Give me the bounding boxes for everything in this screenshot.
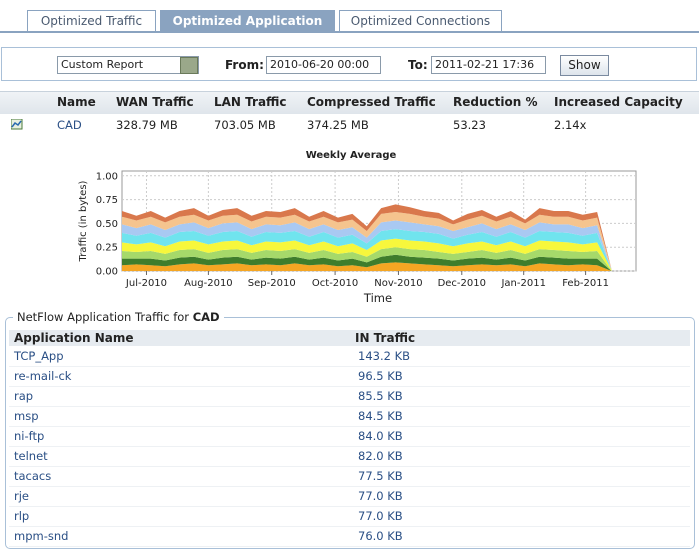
area <box>122 262 612 271</box>
summary-header-bg <box>0 91 699 114</box>
row-separator <box>9 446 690 447</box>
in-traffic: 82.0 KB <box>358 449 403 463</box>
x-tick-label: Nov-2010 <box>374 278 422 289</box>
summary-cell: 374.25 MB <box>307 118 369 132</box>
chart-title: Weekly Average <box>306 150 397 161</box>
app-name[interactable]: rje <box>14 489 29 503</box>
app-name[interactable]: telnet <box>14 449 48 463</box>
tab[interactable]: Optimized Application <box>160 10 335 31</box>
netflow-legend: NetFlow Application Traffic for CAD <box>13 310 224 324</box>
row-separator <box>9 406 690 407</box>
app-name[interactable]: rap <box>14 389 34 403</box>
row-separator <box>9 466 690 467</box>
y-tick-label: 0.75 <box>96 195 118 206</box>
app-name[interactable]: ni-ftp <box>14 429 45 443</box>
x-tick-label: Jul-2010 <box>125 278 167 289</box>
in-traffic: 76.0 KB <box>358 529 403 543</box>
tab[interactable]: Optimized Traffic <box>27 10 156 31</box>
in-traffic: 96.5 KB <box>358 369 403 383</box>
area <box>122 247 612 271</box>
column-header: Application Name <box>14 331 134 345</box>
row-separator <box>9 526 690 527</box>
netflow-frame <box>5 317 695 549</box>
row-separator <box>9 366 690 367</box>
row-separator <box>9 546 690 547</box>
to-label: To: <box>408 58 428 72</box>
row-separator <box>9 486 690 487</box>
in-traffic: 85.5 KB <box>358 389 403 403</box>
row-separator <box>9 426 690 427</box>
x-tick-label: Sep-2010 <box>248 278 296 289</box>
legend-prefix: NetFlow Application Traffic for <box>17 310 190 324</box>
in-traffic: 84.5 KB <box>358 409 403 423</box>
area <box>122 254 612 271</box>
in-traffic: 77.0 KB <box>358 489 403 503</box>
x-tick-label: Jan-2011 <box>500 278 545 289</box>
netflow-header-bg <box>9 330 690 346</box>
column-header: Reduction % <box>453 95 538 109</box>
summary-cell: 703.05 MB <box>214 118 276 132</box>
select-arrow <box>180 57 198 74</box>
area <box>122 238 612 271</box>
in-traffic: 77.5 KB <box>358 469 403 483</box>
y-tick-label: 1.00 <box>96 171 118 182</box>
app-name[interactable]: rlp <box>14 509 30 523</box>
to-input[interactable]: 2011-02-21 17:36 <box>431 56 546 74</box>
x-axis-label: Time <box>363 291 392 305</box>
column-header: IN Traffic <box>355 331 416 345</box>
x-tick-label: Aug-2010 <box>184 278 233 289</box>
area <box>122 211 612 271</box>
y-tick-label: 0.50 <box>96 219 118 230</box>
chart: Weekly Average Time Traffic (in bytes) 0.00… <box>78 150 637 305</box>
y-tick-label: 0.25 <box>96 243 118 254</box>
column-header: WAN Traffic <box>116 95 194 109</box>
y-tick-label: 0.00 <box>96 267 118 278</box>
area <box>122 229 612 271</box>
app-name[interactable]: re-mail-ck <box>14 369 72 383</box>
in-traffic: 84.0 KB <box>358 429 403 443</box>
column-header: Increased Capacity <box>554 95 683 109</box>
app-name[interactable]: msp <box>14 409 39 423</box>
from-label: From: <box>225 58 264 72</box>
in-traffic: 77.0 KB <box>358 509 403 523</box>
row-separator <box>9 506 690 507</box>
column-header: Name <box>57 95 96 109</box>
show-button[interactable]: Show <box>560 55 609 76</box>
in-traffic: 143.2 KB <box>358 349 411 363</box>
column-header: Compressed Traffic <box>307 95 436 109</box>
tab-underline <box>0 31 699 33</box>
column-header: LAN Traffic <box>214 95 287 109</box>
app-name[interactable]: TCP_App <box>14 349 64 363</box>
summary-cell: 328.79 MB <box>116 118 178 132</box>
from-input[interactable]: 2010-06-20 00:00 <box>266 56 381 74</box>
tab[interactable]: Optimized Connections <box>339 10 502 31</box>
chart-icon <box>11 119 23 130</box>
summary-cell: 53.23 <box>453 118 486 132</box>
x-tick-label: Feb-2011 <box>562 278 609 289</box>
app-name[interactable]: mpm-snd <box>14 529 69 543</box>
report-select[interactable]: Custom Report <box>57 56 199 74</box>
area <box>122 220 612 271</box>
legend-app: CAD <box>192 310 220 324</box>
x-tick-label: Oct-2010 <box>312 278 358 289</box>
row-separator <box>9 386 690 387</box>
app-link[interactable]: CAD <box>57 118 82 132</box>
x-tick-label: Dec-2010 <box>438 278 486 289</box>
report-bar <box>1 47 697 81</box>
app-name[interactable]: tacacs <box>14 469 52 483</box>
summary-cell: 2.14x <box>554 118 587 132</box>
y-axis-label: Traffic (in bytes) <box>78 180 89 262</box>
